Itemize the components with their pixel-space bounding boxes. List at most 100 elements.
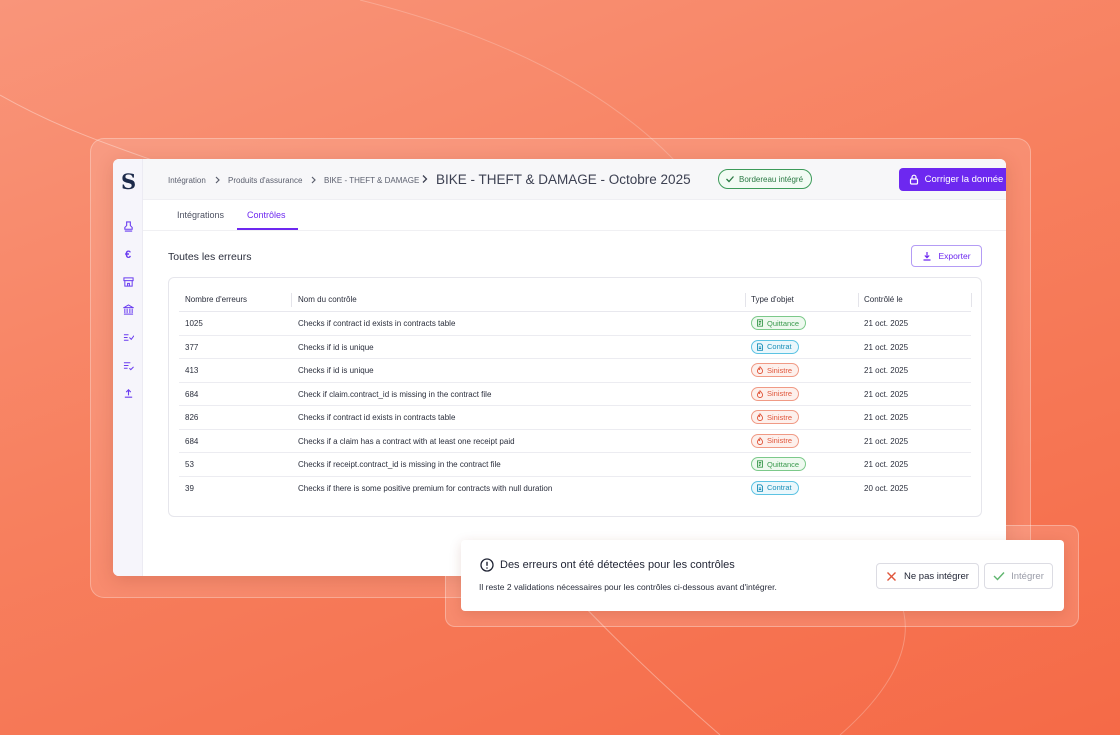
control-name: Checks if there is some positive premium… <box>298 483 553 493</box>
error-count: 413 <box>185 366 199 375</box>
object-type-badge: Sinistre <box>751 386 800 401</box>
controlled-date: 20 oct. 2025 <box>864 483 909 493</box>
section-title: Toutes les erreurs <box>168 251 252 263</box>
store-icon[interactable] <box>122 276 134 288</box>
error-count: 39 <box>185 483 194 493</box>
alert-circle-icon <box>480 558 494 572</box>
status-badge-label: Bordereau intégré <box>739 174 804 184</box>
object-type-label: Quittance <box>767 318 800 328</box>
column-divider <box>858 293 859 307</box>
column-header-date[interactable]: Contrôlé le <box>864 295 903 304</box>
document-icon <box>756 342 764 351</box>
object-type-label: Contrat <box>767 483 792 492</box>
lock-icon <box>909 174 918 185</box>
column-divider <box>291 293 292 307</box>
fire-icon <box>756 366 764 374</box>
column-header-type[interactable]: Type d'objet <box>751 295 794 304</box>
check-icon <box>726 176 734 183</box>
error-count: 1025 <box>185 319 203 328</box>
table-row[interactable]: 684 Check if claim.contract_id is missing… <box>179 383 971 406</box>
error-count: 684 <box>185 436 199 446</box>
fix-data-button-label: Corriger la donnée <box>924 174 1004 185</box>
table-row[interactable]: 684 Checks if a claim has a contract with… <box>179 430 971 453</box>
download-icon <box>923 252 931 261</box>
controlled-date: 21 oct. 2025 <box>864 389 909 399</box>
euro-icon[interactable]: € <box>124 249 132 261</box>
sidebar: S € <box>113 159 143 576</box>
chevron-right-icon <box>214 173 222 185</box>
column-header-name[interactable]: Nom du contrôle <box>298 295 357 304</box>
object-type-badge: Quittance <box>751 457 807 471</box>
table-header: Nombre d'erreurs Nom du contrôle Type d'… <box>179 290 972 312</box>
active-tab-indicator <box>237 228 298 230</box>
table-row[interactable]: 1025 Checks if contract id exists in cont… <box>179 312 971 336</box>
do-not-integrate-label: Ne pas intégrer <box>904 570 969 582</box>
control-name: Check if claim.contract_id is missing in… <box>298 389 492 399</box>
object-type-label: Sinistre <box>767 412 793 422</box>
integrate-button[interactable]: Intégrer <box>984 563 1053 589</box>
export-button[interactable]: Exporter <box>911 245 982 267</box>
error-count: 826 <box>185 413 199 422</box>
table-row[interactable]: 39 Checks if there is some positive premi… <box>179 477 971 501</box>
list-check-icon[interactable] <box>122 360 134 372</box>
fire-icon <box>756 413 764 421</box>
filter-check-icon[interactable] <box>122 332 134 344</box>
object-type-label: Sinistre <box>767 365 793 375</box>
object-type-label: Sinistre <box>767 389 793 398</box>
tab-controls[interactable]: Contrôles <box>247 210 286 220</box>
object-type-badge: Contrat <box>751 480 799 495</box>
breadcrumb-item-integration[interactable]: Intégration <box>168 176 206 185</box>
table-row[interactable]: 826 Checks if contract id exists in contr… <box>179 406 971 430</box>
breadcrumb-item-products[interactable]: Produits d'assurance <box>228 176 303 185</box>
errors-table: Nombre d'erreurs Nom du contrôle Type d'… <box>168 277 982 517</box>
status-badge: Bordereau intégré <box>718 169 813 189</box>
table-row[interactable]: 377 Checks if id is unique Contrat 21 oct. … <box>179 336 971 359</box>
app-logo[interactable]: S <box>121 169 137 194</box>
fix-data-button[interactable]: Corriger la donnée <box>899 168 1006 191</box>
controlled-date: 21 oct. 2025 <box>864 460 909 469</box>
object-type-badge: Sinistre <box>751 410 800 424</box>
chevron-right-icon <box>421 172 429 184</box>
controlled-date: 21 oct. 2025 <box>864 436 909 446</box>
object-type-badge: Quittance <box>751 316 807 330</box>
error-count: 684 <box>185 389 199 399</box>
error-count: 53 <box>185 460 194 469</box>
tab-integrations[interactable]: Intégrations <box>177 210 225 220</box>
page-title: BIKE - THEFT & DAMAGE - Octobre 2025 <box>436 172 691 187</box>
breadcrumb-item-product[interactable]: BIKE - THEFT & DAMAGE <box>324 176 420 185</box>
table-row[interactable]: 413 Checks if id is unique Sinistre 21 oct.… <box>179 359 971 383</box>
control-name: Checks if contract id exists in contract… <box>298 413 456 422</box>
fire-icon <box>756 436 764 445</box>
toast-title: Des erreurs ont été détectées pour les c… <box>500 559 735 571</box>
controlled-date: 21 oct. 2025 <box>864 342 909 352</box>
bank-icon[interactable] <box>121 304 135 316</box>
controlled-date: 21 oct. 2025 <box>864 319 909 328</box>
control-name: Checks if a claim has a contract with at… <box>298 436 515 446</box>
error-toast: Des erreurs ont été détectées pour les c… <box>461 540 1064 611</box>
upload-icon[interactable] <box>122 388 134 400</box>
document-icon <box>756 483 764 492</box>
app-window: S € Intégration Produits d'assurance BIK… <box>113 159 1006 576</box>
control-name: Checks if id is unique <box>298 366 374 375</box>
receipt-icon <box>756 460 764 468</box>
object-type-badge: Sinistre <box>751 433 800 448</box>
toast-message: Il reste 2 validations nécessaires pour … <box>479 582 777 592</box>
do-not-integrate-button[interactable]: Ne pas intégrer <box>876 563 979 589</box>
controlled-date: 21 oct. 2025 <box>864 366 909 375</box>
object-type-badge: Sinistre <box>751 363 800 377</box>
object-type-badge: Contrat <box>751 339 799 354</box>
error-count: 377 <box>185 342 199 352</box>
table-row[interactable]: 53 Checks if receipt.contract_id is missi… <box>179 453 971 477</box>
tabs-divider <box>143 230 1006 231</box>
stamp-icon[interactable] <box>122 221 134 233</box>
column-header-count[interactable]: Nombre d'erreurs <box>185 295 247 304</box>
chevron-right-icon <box>310 173 318 185</box>
close-icon <box>887 571 897 581</box>
object-type-label: Contrat <box>767 342 792 351</box>
integrate-label: Intégrer <box>1011 570 1044 582</box>
receipt-icon <box>756 319 764 327</box>
column-divider <box>745 293 746 307</box>
check-icon <box>993 572 1005 581</box>
control-name: Checks if contract id exists in contract… <box>298 319 456 328</box>
object-type-label: Sinistre <box>767 436 793 445</box>
